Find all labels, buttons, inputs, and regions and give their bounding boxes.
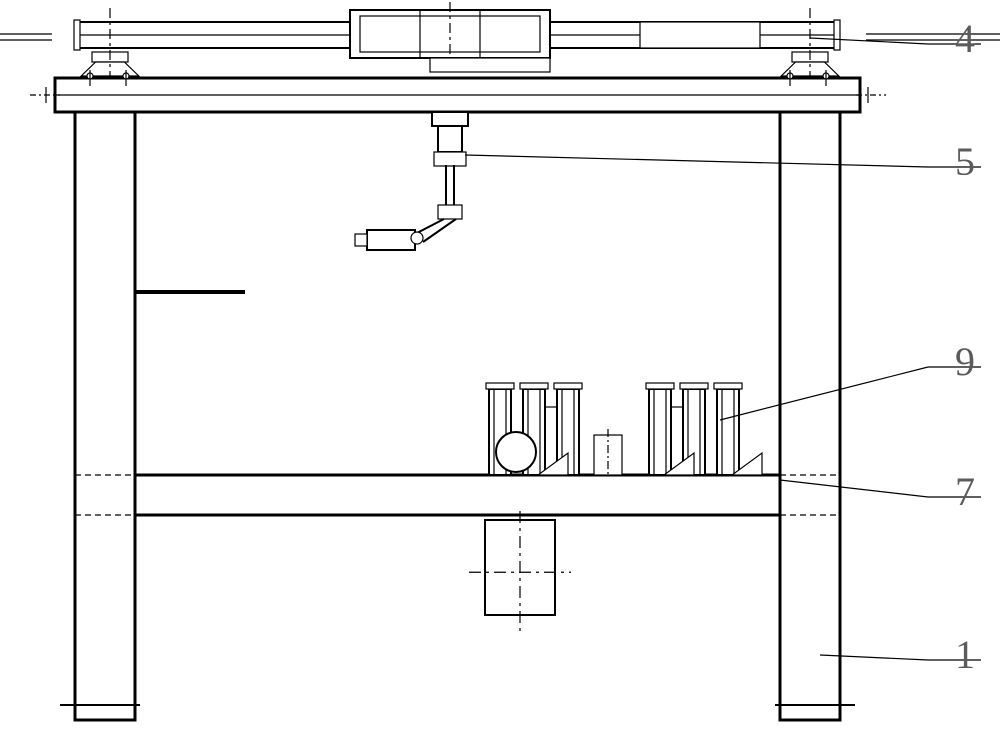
top-rail	[0, 2, 1000, 86]
top-beam	[30, 70, 886, 112]
callout-label-1: 1	[955, 632, 975, 677]
callout-label-5: 5	[955, 139, 975, 184]
callout-label-4: 4	[955, 16, 975, 61]
shelf-mark	[135, 290, 245, 294]
mid-beam	[75, 475, 840, 515]
lower-center-box	[469, 511, 571, 631]
callout-label-7: 7	[955, 469, 975, 514]
callout-label-9: 9	[955, 339, 975, 384]
hanging-arm	[355, 112, 468, 250]
fixtures	[478, 383, 778, 475]
engineering-diagram: 4 5 9 7 1	[0, 0, 1000, 733]
